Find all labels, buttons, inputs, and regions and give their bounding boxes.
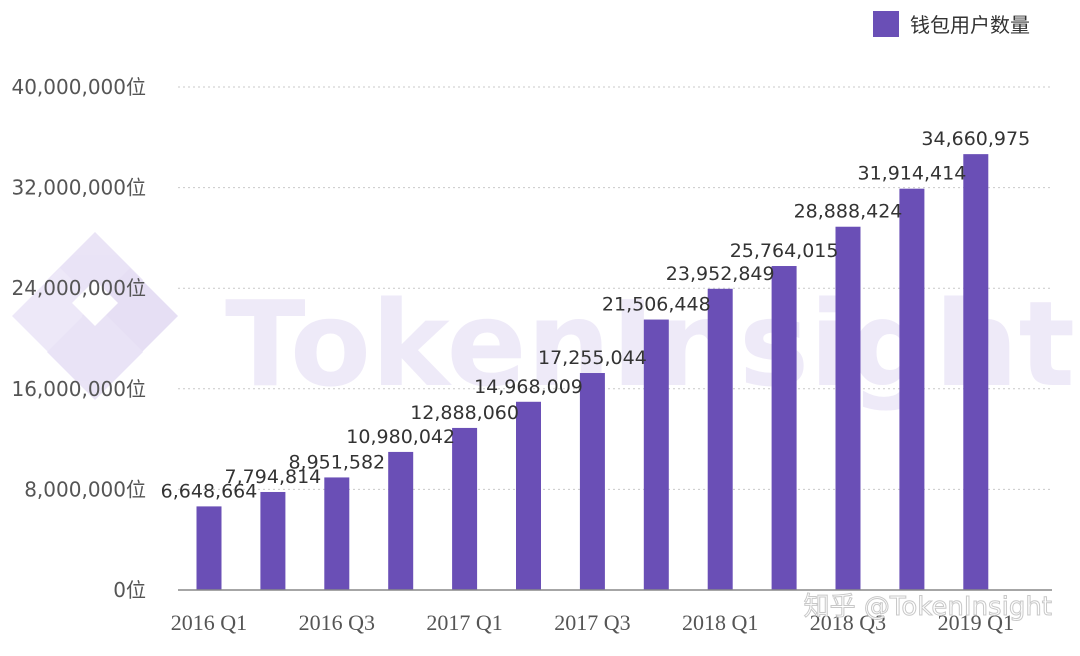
legend-label: 钱包用户数量 — [910, 13, 1030, 37]
x-tick-label: 2016 Q3 — [299, 610, 375, 635]
bar — [196, 506, 222, 590]
legend: 钱包用户数量 — [873, 11, 1030, 37]
data-label: 12,888,060 — [410, 402, 519, 424]
bar — [771, 266, 797, 590]
bar — [388, 451, 414, 590]
legend-swatch — [873, 11, 899, 37]
data-label: 28,888,424 — [794, 201, 903, 223]
data-label: 14,968,009 — [474, 376, 583, 398]
data-label: 23,952,849 — [666, 263, 775, 285]
data-label: 17,255,044 — [538, 347, 647, 369]
bar — [516, 401, 541, 590]
data-label: 10,980,042 — [346, 426, 455, 448]
x-tick-label: 2017 Q3 — [554, 610, 630, 635]
y-tick-label: 32,000,000位 — [11, 176, 146, 200]
grid — [178, 86, 1052, 490]
data-label: 21,506,448 — [602, 294, 711, 316]
bar — [579, 373, 605, 590]
bar — [643, 319, 669, 590]
y-tick-label: 8,000,000位 — [24, 477, 146, 501]
x-tick-label: 2018 Q3 — [810, 610, 886, 635]
bar — [260, 491, 286, 590]
data-label: 8,951,582 — [288, 451, 385, 473]
bar — [707, 288, 733, 590]
y-tick-label: 40,000,000位 — [11, 75, 146, 99]
bar — [324, 477, 350, 590]
bar — [899, 188, 925, 590]
bar — [835, 226, 861, 590]
y-axis: 0位 8,000,000位 16,000,000位 24,000,000位 32,000… — [11, 75, 146, 602]
x-tick-label: 2019 Q1 — [938, 610, 1014, 635]
data-label: 34,660,975 — [921, 128, 1030, 150]
data-label: 31,914,414 — [858, 163, 967, 185]
x-tick-label: 2018 Q1 — [682, 610, 758, 635]
credit-watermark: 知乎 @TokenInsight — [804, 592, 1052, 622]
bars — [196, 154, 989, 590]
watermark-logo-icon — [12, 232, 178, 400]
x-tick-label: 2017 Q1 — [426, 610, 502, 635]
data-label: 7,794,814 — [225, 466, 322, 488]
y-tick-label: 16,000,000位 — [11, 377, 146, 401]
bar — [452, 427, 478, 590]
y-tick-label: 0位 — [113, 578, 146, 602]
bar — [963, 154, 989, 590]
data-label: 6,648,664 — [161, 480, 258, 502]
data-label: 25,764,015 — [730, 240, 839, 262]
y-tick-label: 24,000,000位 — [11, 276, 146, 300]
x-tick-label: 2016 Q1 — [171, 610, 247, 635]
x-axis: 2016 Q1 2016 Q3 2017 Q1 2017 Q3 2018 Q1 2018 … — [171, 610, 1014, 635]
